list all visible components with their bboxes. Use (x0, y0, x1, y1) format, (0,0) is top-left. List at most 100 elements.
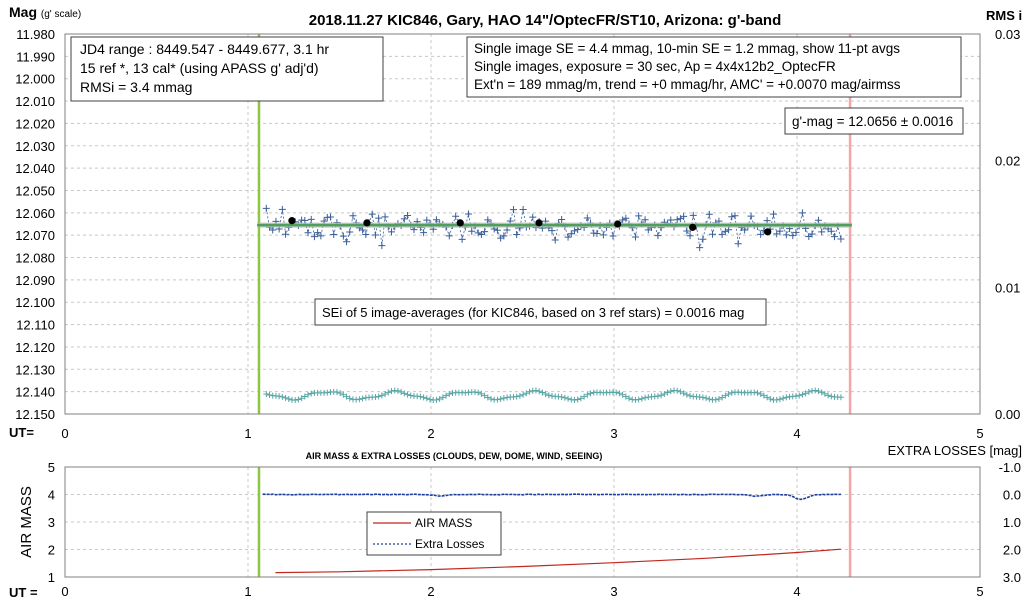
single-image-point (477, 230, 485, 238)
rms-point (292, 397, 299, 404)
bottom-x-axis-label: UT = (9, 585, 38, 600)
single-image-point (673, 216, 681, 224)
single-image-point (689, 211, 697, 219)
rms-point (796, 392, 803, 399)
single-image-point (423, 216, 431, 224)
y-tick-label: 12.110 (16, 318, 55, 333)
single-image-point (705, 210, 713, 218)
average-point (535, 219, 543, 227)
single-image-point (375, 214, 383, 222)
average-point (363, 219, 371, 227)
single-image-point (359, 226, 367, 234)
rms-point (680, 390, 687, 397)
rms-point (760, 392, 767, 399)
y-tick-label: 12.010 (15, 94, 55, 109)
rms-point (394, 387, 401, 394)
rms-point (635, 396, 642, 403)
single-image-point (583, 214, 591, 222)
bottom-plot-border (64, 466, 981, 578)
rms-point (385, 389, 392, 396)
single-image-point (262, 204, 270, 212)
x-tick-label: 3 (610, 426, 617, 441)
rms-point (616, 390, 623, 397)
rms-point (263, 391, 270, 398)
rms-point (471, 389, 478, 396)
rms-point (776, 396, 783, 403)
y-tick-label: 12.150 (15, 407, 55, 422)
rms-point (276, 393, 283, 400)
rms-point (699, 394, 706, 401)
rms-point (581, 393, 588, 400)
y-tick-label: 12.040 (15, 161, 55, 176)
rms-point (282, 394, 289, 401)
single-image-point (808, 230, 816, 238)
single-image-point (503, 226, 511, 234)
rms-point (719, 394, 726, 401)
rms-point (725, 390, 732, 397)
single-image-point (343, 238, 351, 246)
single-image-point (371, 231, 379, 239)
rms-point (356, 396, 363, 403)
single-image-point (699, 235, 707, 243)
rms-point (340, 391, 347, 398)
single-image-point (513, 231, 521, 239)
x-tick-label: 1 (244, 426, 251, 441)
info-stats-line2: Single images, exposure = 30 sec, Ap = 4… (474, 59, 836, 74)
rms-point (295, 396, 302, 403)
rms-point (516, 392, 523, 399)
rms-point (481, 392, 488, 399)
rms-point (812, 387, 819, 394)
single-image-point (387, 228, 395, 236)
single-image-point (458, 235, 466, 243)
rms-point (427, 396, 434, 403)
rms-point (446, 391, 453, 398)
rms-point (661, 391, 668, 398)
single-image-point (282, 230, 290, 238)
rms-point (642, 394, 649, 401)
rms-point (305, 391, 312, 398)
single-image-point (827, 227, 835, 235)
rms-point (703, 395, 710, 402)
single-image-point (570, 227, 578, 235)
rms-point (687, 392, 694, 399)
info-box-range: JD4 range : 8449.547 - 8449.677, 3.1 hr … (70, 36, 384, 102)
rms-point (497, 396, 504, 403)
rms-point (577, 395, 584, 402)
rms-point (443, 392, 450, 399)
single-image-point (509, 206, 517, 214)
rms-point (722, 392, 729, 399)
single-image-point (551, 236, 559, 244)
single-image-point (548, 227, 556, 235)
rms-point (378, 392, 385, 399)
rms-point (654, 393, 661, 400)
single-image-point (314, 229, 322, 237)
rms-point (488, 395, 495, 402)
single-image-point (349, 212, 357, 220)
y-tick-label: 11.980 (16, 27, 55, 42)
single-image-point (567, 230, 575, 238)
rms-point (728, 389, 735, 396)
single-image-point (757, 230, 765, 238)
rms-point (574, 396, 581, 403)
single-image-point (641, 216, 649, 224)
rms-point (439, 394, 446, 401)
single-image-point (420, 229, 428, 237)
info-range-line3: RMSi = 3.4 mmag (80, 79, 192, 95)
y2-tick-label: 3.0 (1003, 570, 1021, 585)
rms-point (715, 396, 722, 403)
rms-point (285, 395, 292, 402)
single-image-point (680, 212, 688, 220)
rms-point (773, 396, 780, 403)
single-image-point (741, 226, 749, 234)
single-image-point (609, 232, 617, 240)
top-plot-border (64, 33, 981, 415)
y2-tick-label: 0.02 (995, 154, 1020, 169)
rms-point (337, 390, 344, 397)
chart-title: 2018.11.27 KIC846, Gary, HAO 14"/OptecFR… (309, 12, 782, 29)
rms-point (401, 390, 408, 397)
bottom-gridlines (65, 467, 980, 577)
rms-point (536, 388, 543, 395)
rms-point (398, 388, 405, 395)
info-sei: SEi of 5 image-averages (for KIC846, bas… (322, 305, 744, 320)
